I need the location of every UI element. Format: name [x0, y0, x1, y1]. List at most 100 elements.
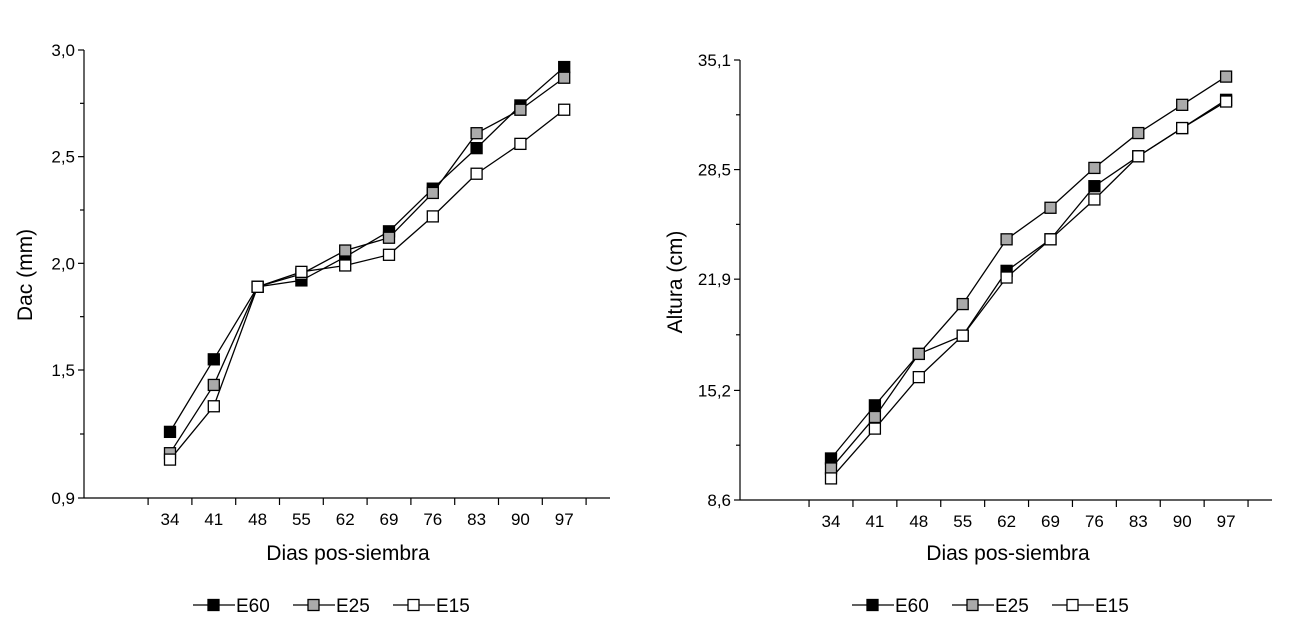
legend-label: E60 [895, 596, 929, 617]
legend-marker [407, 598, 420, 612]
chart-altura-line-e15 [830, 100, 1227, 479]
legend-marker [866, 598, 879, 612]
chart-dac-point-e15 [558, 103, 571, 116]
chart-dac-point-e15 [163, 453, 177, 466]
legend-label: E25 [336, 596, 370, 617]
chart-dac-ytick-label: 2,5 [51, 148, 75, 167]
chart-altura-ylabel: Altura (cm) [664, 231, 687, 334]
chart-altura-xlabel: Dias pos-siembra [926, 542, 1090, 565]
chart-dac-xtick-label: 90 [511, 510, 530, 529]
chart-dac-xtick-label: 83 [467, 510, 486, 529]
chart-dac-legend-item-e15: E15 [393, 596, 470, 617]
chart-dac-ytick-label: 3,0 [51, 41, 75, 60]
chart-dac-line-e15 [169, 109, 565, 461]
chart-dac-point-e25 [558, 71, 571, 84]
chart-dac-point-e15 [339, 259, 352, 272]
chart-altura-xtick-label: 83 [1129, 512, 1148, 531]
chart-altura-legend-item-e60: E60 [852, 596, 929, 617]
chart-dac-point-e25 [339, 244, 352, 257]
chart-dac-xtick-label: 76 [423, 510, 442, 529]
chart-altura-point-e15 [1088, 193, 1101, 206]
chart-dac-point-e15 [295, 265, 308, 279]
chart-dac-point-e15 [514, 137, 527, 151]
chart-dac-xtick-label: 34 [161, 510, 180, 529]
chart-altura-line-e60 [830, 99, 1227, 459]
chart-altura-legend: E60 E25 E15 [852, 596, 1129, 617]
chart-altura-point-e15 [1219, 95, 1233, 108]
chart-dac-point-e60 [163, 425, 177, 439]
legend-marker [1066, 598, 1079, 612]
chart-dac-line-e60 [169, 66, 565, 433]
chart-dac-point-e60 [207, 353, 220, 366]
legend-label: E15 [436, 596, 470, 617]
chart-dac-point-e25 [470, 127, 483, 140]
chart-altura-ytick-label: 35,1 [698, 51, 731, 70]
chart-altura-xtick-label: 69 [1041, 512, 1060, 531]
chart-altura-point-e25 [1000, 233, 1013, 246]
legend-marker [207, 598, 220, 612]
chart-dac-ylabel: Dac (mm) [14, 229, 37, 321]
chart-dac-ytick-label: 1,5 [51, 361, 75, 380]
chart-altura-point-e15 [1044, 233, 1057, 246]
chart-altura-point-e15 [1132, 150, 1145, 163]
chart-altura-point-e15 [824, 472, 838, 485]
chart-altura-point-e25 [1176, 98, 1189, 111]
chart-altura-ytick-label: 28,5 [698, 161, 731, 180]
chart-altura-ytick-label: 21,9 [698, 270, 731, 289]
legend-label: E60 [236, 596, 270, 617]
chart-altura-point-e25 [912, 347, 925, 361]
chart-dac-point-e15 [207, 400, 220, 413]
chart-dac-xtick-label: 41 [204, 510, 223, 529]
legend-marker [966, 598, 979, 612]
chart-dac-line-e25 [169, 77, 565, 454]
chart-altura-xtick-label: 48 [909, 512, 928, 531]
legend-marker [307, 598, 320, 612]
chart-altura-point-e60 [1088, 180, 1101, 193]
chart-altura-xtick-label: 76 [1085, 512, 1104, 531]
chart-altura-line-e25 [830, 76, 1227, 469]
chart-altura-ytick-label: 8,6 [707, 491, 731, 510]
chart-altura-point-e60 [868, 399, 882, 412]
chart-dac-point-e25 [382, 231, 396, 244]
chart-altura-xtick-label: 90 [1173, 512, 1192, 531]
chart-dac-point-e15 [426, 210, 439, 223]
chart-altura-legend-item-e25: E25 [952, 596, 1029, 617]
chart-altura-xtick-label: 62 [997, 512, 1016, 531]
chart-dac-legend-item-e60: E60 [193, 596, 270, 617]
chart-dac-point-e60 [558, 60, 571, 74]
chart-dac-legend-item-e25: E25 [293, 596, 370, 617]
chart-altura-point-e15 [912, 370, 925, 384]
chart-altura-point-e25 [1132, 126, 1145, 140]
chart-dac-xlabel: Dias pos-siembra [266, 542, 430, 565]
chart-dac-point-e60 [470, 141, 483, 155]
chart-dac: 0,9 1,5 2,0 2,5 3,0 34 41 48 55 62 69 76 83 90 97 Dia… [14, 41, 610, 617]
chart-dac-xtick-label: 48 [248, 510, 267, 529]
chart-altura-point-e15 [1176, 121, 1189, 135]
chart-dac-point-e25 [426, 186, 439, 200]
chart-dac-xtick-label: 62 [336, 510, 355, 529]
chart-altura-point-e25 [868, 410, 882, 424]
legend-label: E15 [1095, 596, 1129, 617]
chart-altura-point-e25 [1088, 161, 1101, 175]
chart-dac-point-e25 [207, 378, 220, 392]
chart-dac-point-e25 [514, 103, 527, 116]
chart-altura-xtick-label: 97 [1217, 512, 1236, 531]
chart-altura-point-e25 [1219, 70, 1233, 83]
chart-dac-xtick-label: 69 [380, 510, 399, 529]
chart-altura-point-e15 [1000, 271, 1013, 284]
chart-dac-ytick-label: 2,0 [51, 254, 75, 273]
chart-altura-ytick-label: 15,2 [698, 381, 731, 400]
legend-label: E25 [995, 596, 1029, 617]
chart-altura-point-e25 [1044, 201, 1057, 214]
chart-dac-point-e15 [470, 167, 483, 180]
chart-dac-legend: E60 E25 E15 [193, 596, 470, 617]
chart-dac-xtick-label: 55 [292, 510, 311, 529]
chart-altura-xtick-label: 34 [822, 512, 841, 531]
chart-dac-xtick-label: 97 [555, 510, 574, 529]
chart-altura-xtick-label: 41 [865, 512, 884, 531]
chart-altura-point-e25 [956, 297, 969, 311]
chart-dac-point-e15 [382, 248, 396, 261]
chart-altura-legend-item-e15: E15 [1052, 596, 1129, 617]
chart-altura: 8,6 15,2 21,9 28,5 35,1 34 41 48 55 62 69 76 83 90 97… [664, 51, 1272, 617]
